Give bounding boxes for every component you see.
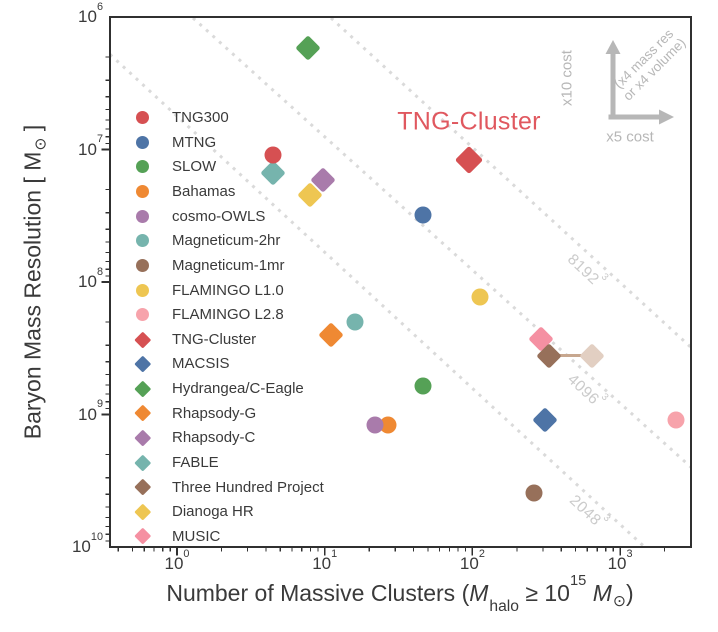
legend-item-flamingo-l2-8: FLAMINGO L2.8 xyxy=(130,302,284,327)
legend-item-music: MUSIC xyxy=(130,524,220,549)
circle-marker-icon xyxy=(130,160,155,174)
legend-item-slow: SLOW xyxy=(130,154,216,179)
cost-contour-dotted-lines xyxy=(110,17,691,547)
cost-line-2048 xyxy=(110,53,646,547)
y-tick-label-1e9: 109 xyxy=(78,398,103,424)
legend-item-rhapsody-c: Rhapsody-C xyxy=(130,425,255,450)
diamond-marker-icon xyxy=(130,429,155,446)
legend-item-rhapsody-g: Rhapsody-G xyxy=(130,401,256,426)
diamond-marker-icon xyxy=(130,454,155,471)
diamond-marker-icon xyxy=(130,404,155,422)
cost-arrow-right-head xyxy=(659,109,674,125)
legend-item-mtng: MTNG xyxy=(130,130,216,155)
sun-symbol: ⊙ xyxy=(32,137,50,151)
legend-label-rhapsody-c: Rhapsody-C xyxy=(172,429,256,447)
circle-marker-icon xyxy=(130,185,155,199)
cost-line-8192 xyxy=(329,17,691,349)
x-tick-label-1e2: 102 xyxy=(459,547,485,573)
legend-item-tng-cluster: TNG-Cluster xyxy=(130,327,256,352)
circle-marker-icon xyxy=(130,111,155,125)
cost-arrow-up-head xyxy=(605,40,621,54)
circle-marker-icon xyxy=(130,283,155,297)
cost-x5-label: x5 cost xyxy=(606,128,654,146)
x-axis-label: Number of Massive Clusters (Mhalo ≥ 1015… xyxy=(166,573,634,616)
legend-label-macsis: MACSIS xyxy=(172,355,230,373)
legend-item-three-hundred-project: Three Hundred Project xyxy=(130,475,324,500)
legend-label-cosmo-owls: cosmo-OWLS xyxy=(172,207,266,225)
y-tick-label-1e8: 108 xyxy=(78,265,103,291)
circle-marker-icon xyxy=(130,234,155,248)
legend-item-tng300: TNG300 xyxy=(130,105,229,130)
legend-item-dianoga-hr: Dianoga HR xyxy=(130,499,254,524)
x-tick-label-1e0: 100 xyxy=(164,547,190,573)
y-tick-label-1e6: 106 xyxy=(78,0,103,26)
x-tick-label-1e3: 103 xyxy=(607,547,633,573)
legend-label-music: MUSIC xyxy=(172,527,221,545)
legend-item-magneticum-2hr: Magneticum-2hr xyxy=(130,228,280,253)
tng-cluster-annotation: TNG-Cluster xyxy=(397,107,541,136)
circle-marker-icon xyxy=(130,258,155,272)
legend-label-tng300: TNG300 xyxy=(172,109,229,127)
legend-label-fable: FABLE xyxy=(172,453,219,471)
cost-line-4096 xyxy=(191,17,691,469)
legend-item-magneticum-1mr: Magneticum-1mr xyxy=(130,253,285,278)
diamond-marker-icon xyxy=(130,331,155,348)
diamond-marker-icon xyxy=(130,503,155,520)
x-tick-label-1e1: 101 xyxy=(312,547,338,573)
legend-label-flamingo-l1-0: FLAMINGO L1.0 xyxy=(172,281,284,299)
legend-label-slow: SLOW xyxy=(172,158,217,176)
cost-x10-label: x10 cost xyxy=(558,50,576,106)
legend-label-flamingo-l2-8: FLAMINGO L2.8 xyxy=(172,306,284,324)
legend-item-hydrangea-c-eagle: Hydrangea/C-Eagle xyxy=(130,376,304,401)
diamond-marker-icon xyxy=(130,380,155,397)
y-axis-label: Baryon Mass Resolution [ M⊙ ] xyxy=(19,124,50,440)
plot-border xyxy=(109,16,692,548)
legend-label-dianoga-hr: Dianoga HR xyxy=(172,503,254,521)
diamond-marker-icon xyxy=(130,528,155,545)
y-tick-label-1e10: 1010 xyxy=(71,530,103,556)
legend-item-bahamas: Bahamas xyxy=(130,179,235,204)
legend-item-flamingo-l1-0: FLAMINGO L1.0 xyxy=(130,278,284,303)
diamond-marker-icon xyxy=(130,355,155,373)
sun-symbol: ⊙ xyxy=(612,592,626,610)
circle-marker-icon xyxy=(130,308,155,322)
circle-marker-icon xyxy=(130,135,155,149)
legend-label-rhapsody-g: Rhapsody-G xyxy=(172,404,257,422)
legend-label-magneticum-1mr: Magneticum-1mr xyxy=(172,256,285,274)
diamond-marker-icon xyxy=(130,478,155,496)
legend-item-cosmo-owls: cosmo-OWLS xyxy=(130,204,265,229)
legend-label-bahamas: Bahamas xyxy=(172,183,236,201)
circle-marker-icon xyxy=(130,209,155,223)
legend-item-fable: FABLE xyxy=(130,450,219,475)
legend-label-three-hundred-project: Three Hundred Project xyxy=(172,478,324,496)
cost-arrows xyxy=(605,40,674,125)
legend-label-hydrangea-c-eagle: Hydrangea/C-Eagle xyxy=(172,380,304,398)
legend-label-tng-cluster: TNG-Cluster xyxy=(172,330,257,348)
y-tick-label-1e7: 107 xyxy=(78,133,103,159)
legend-label-magneticum-2hr: Magneticum-2hr xyxy=(172,232,281,250)
legend-item-macsis: MACSIS xyxy=(130,351,230,376)
legend-label-mtng: MTNG xyxy=(172,133,217,151)
